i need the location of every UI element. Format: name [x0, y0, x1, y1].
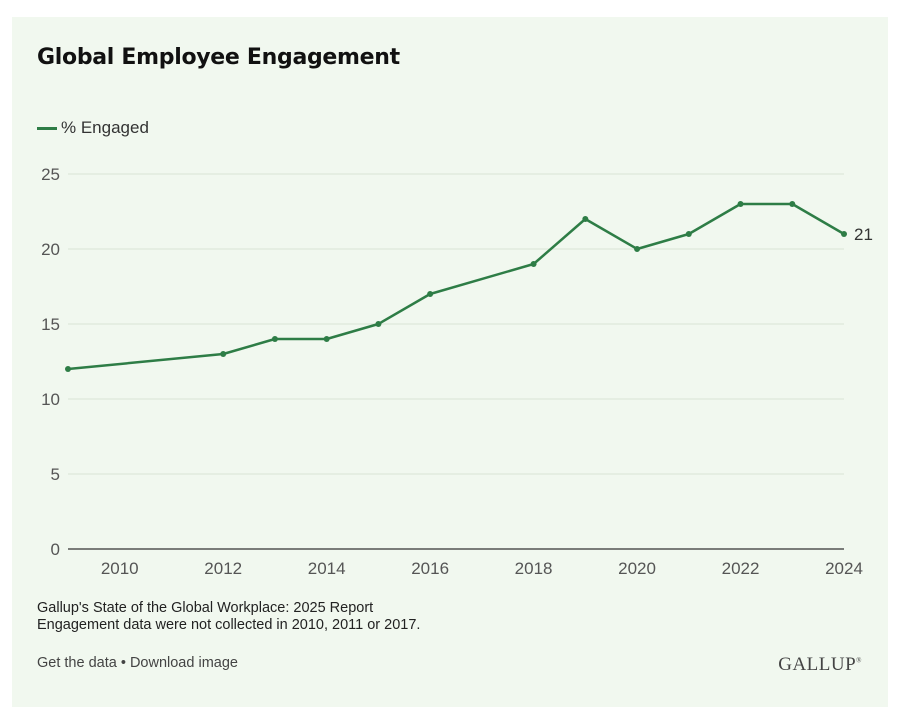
footer-links: Get the data • Download image — [37, 655, 238, 671]
data-point-2016[interactable] — [427, 291, 434, 297]
data-point-2021[interactable] — [685, 231, 692, 237]
download-image-link[interactable]: Download image — [129, 655, 238, 671]
x-tick-label: 2010 — [101, 559, 139, 578]
x-tick-label: 2016 — [411, 559, 449, 578]
y-tick-label: 10 — [41, 390, 60, 409]
data-point-2014[interactable] — [323, 336, 330, 342]
y-tick-label: 25 — [41, 165, 60, 184]
end-value-label: 21 — [854, 225, 873, 244]
x-tick-label: 2018 — [515, 559, 553, 578]
legend-swatch — [37, 126, 57, 130]
x-tick-label: 2024 — [825, 559, 863, 578]
legend-label: % Engaged — [61, 118, 149, 137]
gallup-logo: GALLUP® — [778, 654, 862, 676]
data-point-2009[interactable] — [65, 366, 71, 372]
registered-mark: ® — [856, 656, 862, 665]
y-tick-label: 5 — [51, 465, 60, 484]
chart-card: Global Employee Engagement % Engaged 0 5 1… — [12, 17, 888, 707]
line-chart: 0 5 10 15 20 25 2010 2012 2014 2016 2018 2020 2022 2… — [41, 165, 873, 578]
data-point-2012[interactable] — [220, 351, 227, 357]
data-point-2020[interactable] — [634, 246, 641, 252]
y-tick-label: 20 — [41, 240, 60, 259]
y-tick-label: 15 — [41, 315, 60, 334]
x-tick-label: 2020 — [618, 559, 656, 578]
series-line-engaged — [66, 202, 846, 371]
data-point-2019[interactable] — [582, 216, 589, 222]
data-point-2018[interactable] — [530, 261, 537, 267]
source-note: Gallup's State of the Global Workplace: … — [37, 600, 420, 634]
data-point-2024[interactable] — [841, 231, 847, 237]
x-tick-label: 2022 — [722, 559, 760, 578]
chart-title: Global Employee Engagement — [37, 45, 400, 70]
y-tick-label: 0 — [51, 540, 60, 559]
get-data-link[interactable]: Get the data — [37, 655, 117, 671]
legend: % Engaged — [37, 118, 149, 138]
data-point-2013[interactable] — [271, 336, 278, 342]
x-tick-label: 2014 — [308, 559, 346, 578]
data-point-2023[interactable] — [789, 201, 796, 207]
data-point-2015[interactable] — [375, 321, 382, 327]
link-separator: • — [116, 655, 130, 671]
source-line-1: Gallup's State of the Global Workplace: … — [37, 600, 374, 616]
x-tick-label: 2012 — [204, 559, 242, 578]
data-point-2022[interactable] — [737, 201, 744, 207]
source-line-2: Engagement data were not collected in 20… — [37, 617, 421, 633]
brand-name: GALLUP — [778, 654, 857, 675]
